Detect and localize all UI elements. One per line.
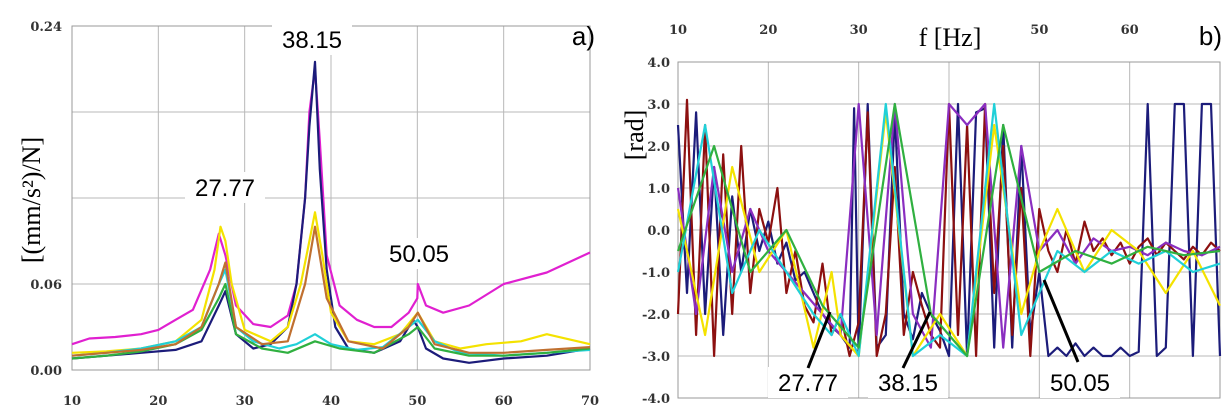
x-tick-label-a: 50 [408,394,426,409]
annotation-label-a: 27.77 [195,175,255,202]
y-tick-label-b: -1.0 [642,266,670,281]
annotation-label-a: 50.05 [389,241,449,268]
y-tick-label-b: -3.0 [642,350,670,365]
x-tick-label-b: 50 [1030,23,1048,38]
y-tick-label-a: 0.06 [30,278,62,293]
series-line-b-3 [676,111,1221,358]
x-tick-label-b: 30 [850,23,868,38]
y-tick-label-b: 4.0 [647,56,670,71]
y-tick-label-b: 3.0 [647,98,670,113]
series-line-b-5 [676,102,1221,358]
annotation-pointer-b [901,311,932,369]
series-line-a-5 [71,225,591,357]
y-axis-label-a: [(mm/s²)/N] [17,137,46,263]
panel-a: 10 20 30 40 50 60 70 0.00 0.06 0.24 [(mm/s²)/N] a) 2… [17,20,599,409]
annotation-box-a [379,238,459,269]
annotation-box-b [1040,367,1120,398]
annotation-pointer-b [1042,279,1080,363]
series-line-b-4 [676,102,1221,358]
annotation-box-a [272,24,352,55]
annotation-label-b: 38.15 [878,370,938,397]
x-tick-label-b: 20 [759,23,777,38]
annotation-label-b: 50.05 [1050,370,1110,397]
y-tick-label-b: 0.0 [647,224,670,239]
panel-a-grid [72,26,590,370]
x-tick-label-b: 60 [1121,23,1139,38]
y-axis-label-b: [rad] [620,110,649,161]
x-tick-label-b: 10 [669,23,687,38]
y-tick-label-b: -4.0 [642,392,670,407]
series-line-a-1 [71,60,591,364]
y-tick-label-b: -2.0 [642,308,670,323]
series-line-a-2 [71,211,591,354]
x-tick-label-a: 40 [322,394,340,409]
panel-b-plot-border [677,61,1221,399]
x-axis-label-b: f [Hz] [919,23,982,52]
y-tick-label-a: 0.24 [30,20,62,35]
annotation-box-b [868,367,948,398]
annotation-label-a: 38.15 [282,27,342,54]
y-tick-label-b: 2.0 [647,140,670,155]
x-tick-label-a: 10 [63,394,81,409]
annotation-label-b: 27.77 [778,370,838,397]
annotation-box-b [768,367,848,398]
y-tick-label-b: 1.0 [647,182,670,197]
series-line-a-0 [71,67,591,346]
x-tick-label-a: 30 [236,394,254,409]
panel-label-b: b) [1199,21,1222,51]
annotation-pointer-b [806,311,832,369]
x-tick-label-a: 70 [581,394,599,409]
panel-label-a: a) [572,21,595,51]
y-tick-label-a: 0.00 [30,364,62,379]
x-tick-label-a: 60 [495,394,513,409]
annotation-box-a [185,172,265,203]
panel-b: 10 20 30 50 60 4.0 3.0 2.0 1.0 0.0 -1.0 -2.0 -3.0 -4.… [620,21,1222,407]
x-tick-label-a: 20 [149,394,167,409]
